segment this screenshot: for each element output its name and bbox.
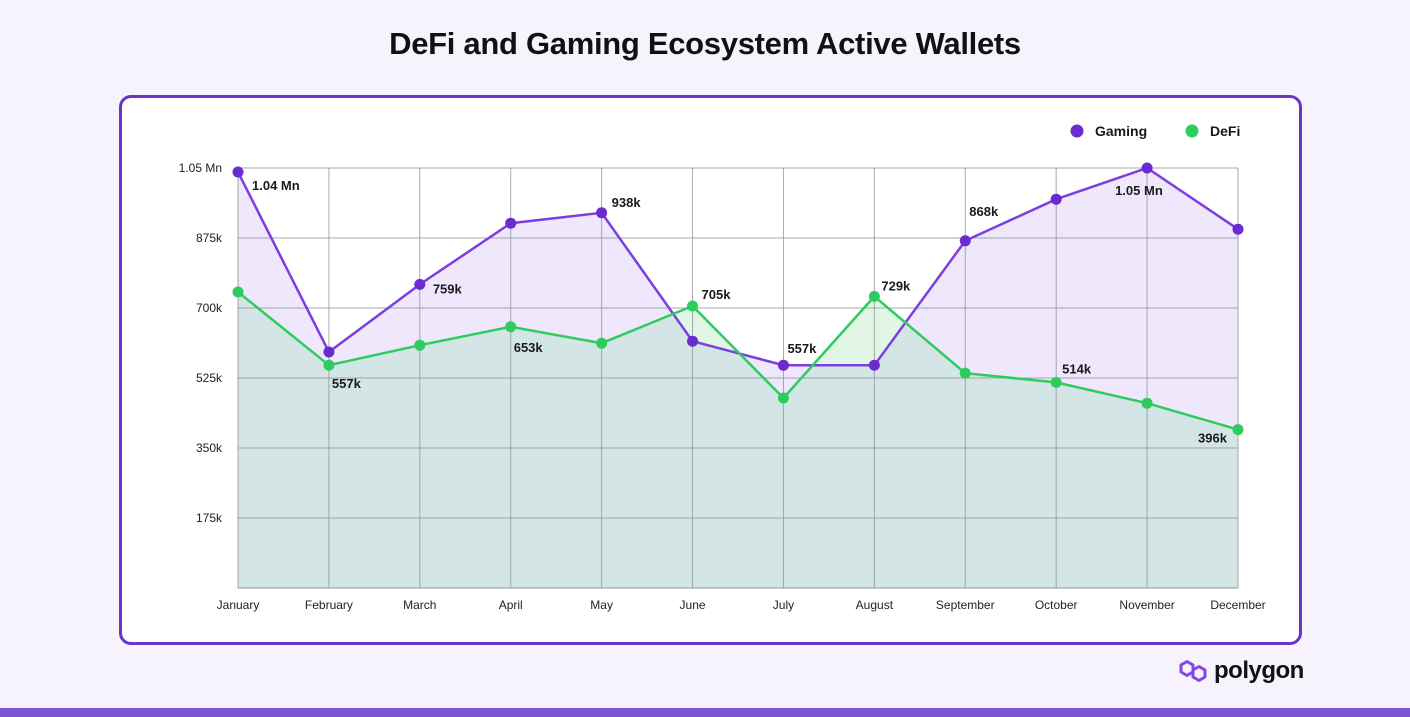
gaming-data-label: 1.05 Mn — [1115, 183, 1163, 198]
x-tick-label: December — [1210, 598, 1265, 612]
x-tick-label: July — [773, 598, 794, 612]
y-tick-label: 875k — [196, 231, 223, 245]
defi-data-label: 729k — [881, 278, 911, 293]
defi-point — [596, 337, 608, 349]
line-area-chart: 1.05 Mn 875k 700k 525k 350k 175k January Februa… — [179, 123, 1266, 612]
y-tick-label: 700k — [196, 301, 223, 315]
brand-name: polygon — [1214, 657, 1304, 684]
x-tick-label: January — [217, 598, 260, 612]
chart-card: 1.05 Mn 875k 700k 525k 350k 175k January Februa… — [119, 95, 1302, 645]
gaming-point — [323, 346, 335, 358]
bottom-accent-bar — [0, 708, 1410, 717]
x-tick-label: October — [1035, 598, 1078, 612]
defi-data-label: 653k — [514, 340, 544, 355]
x-tick-label: April — [499, 598, 523, 612]
defi-data-label: 396k — [1198, 431, 1228, 446]
defi-point — [414, 339, 426, 351]
defi-point — [1050, 376, 1062, 388]
gaming-data-label: 1.04 Mn — [252, 178, 300, 193]
grid — [237, 167, 1239, 589]
x-tick-label: November — [1119, 598, 1174, 612]
polygon-logo: polygon — [1178, 656, 1304, 686]
gaming-data-label: 759k — [433, 281, 463, 296]
defi-point — [1232, 424, 1244, 436]
gaming-point — [505, 217, 517, 229]
gaming-point — [777, 359, 789, 371]
gaming-point — [868, 359, 880, 371]
y-tick-label: 1.05 Mn — [179, 161, 222, 175]
chart-title: DeFi and Gaming Ecosystem Active Wallets — [389, 26, 1021, 61]
y-tick-label: 175k — [196, 511, 223, 525]
gaming-point — [596, 207, 608, 219]
gaming-point — [1050, 193, 1062, 205]
gaming-point — [1141, 162, 1153, 174]
legend-marker-gaming — [1070, 124, 1084, 138]
defi-data-label: 705k — [702, 287, 732, 302]
defi-data-label: 557k — [332, 376, 362, 391]
legend-label-gaming: Gaming — [1095, 123, 1147, 139]
gaming-data-label: 938k — [612, 195, 642, 210]
gaming-point — [959, 235, 971, 247]
gaming-point — [232, 166, 244, 178]
defi-area — [238, 292, 1238, 588]
defi-point — [687, 300, 699, 312]
defi-point — [1141, 397, 1153, 409]
defi-point — [959, 367, 971, 379]
x-tick-label: March — [403, 598, 436, 612]
defi-point — [868, 290, 880, 302]
y-tick-label: 525k — [196, 371, 223, 385]
x-tick-label: September — [936, 598, 995, 612]
defi-point — [777, 392, 789, 404]
defi-point — [232, 286, 244, 298]
gaming-point — [687, 335, 699, 347]
gaming-point — [1232, 223, 1244, 235]
legend-label-defi: DeFi — [1210, 123, 1240, 139]
legend-marker-defi — [1185, 124, 1199, 138]
x-tick-label: May — [590, 598, 613, 612]
x-tick-label: June — [680, 598, 706, 612]
x-tick-label: February — [305, 598, 353, 612]
polygon-logo-icon — [1179, 660, 1207, 682]
gaming-data-label: 557k — [787, 341, 817, 356]
y-tick-label: 350k — [196, 441, 223, 455]
gaming-data-label: 868k — [969, 204, 999, 219]
legend: Gaming DeFi — [1070, 123, 1240, 139]
defi-point — [505, 321, 517, 333]
defi-line — [237, 291, 1239, 431]
defi-data-label: 514k — [1062, 361, 1092, 376]
x-tick-label: August — [856, 598, 894, 612]
gaming-point — [414, 278, 426, 290]
defi-point — [323, 359, 335, 371]
